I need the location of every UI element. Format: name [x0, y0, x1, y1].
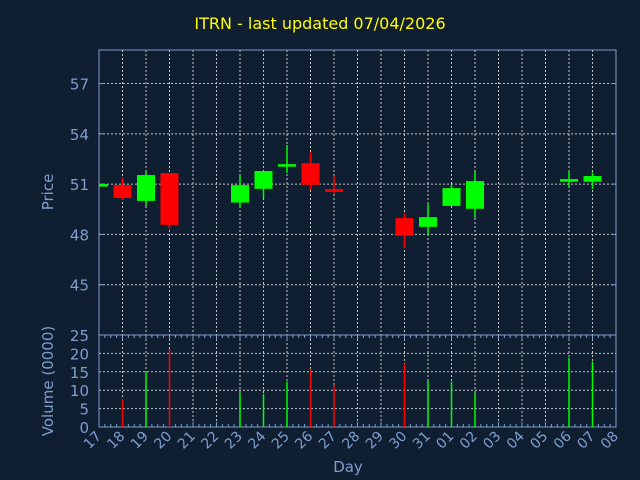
x-tick-label: 08 — [598, 429, 622, 453]
x-tick-label: 24 — [245, 428, 269, 452]
volume-tick-label: 15 — [70, 364, 89, 382]
price-tick-label: 48 — [70, 226, 89, 244]
price-tick-label: 57 — [70, 76, 89, 94]
candle-body — [113, 185, 132, 199]
candle-body — [583, 176, 602, 182]
x-tick-label: 18 — [104, 429, 128, 453]
x-tick-label: 30 — [386, 429, 410, 453]
x-tick-label: 23 — [222, 429, 246, 453]
candle-body — [301, 163, 320, 185]
x-tick-label: 29 — [363, 429, 387, 453]
volume-tick-label: 25 — [70, 327, 89, 345]
candle-body — [466, 181, 484, 209]
x-tick-label: 26 — [292, 428, 316, 452]
x-tick-label: 06 — [551, 428, 575, 452]
x-tick-label: 22 — [198, 429, 222, 453]
x-axis-label: Day — [333, 458, 363, 476]
x-tick-label: 01 — [433, 429, 457, 453]
candle-body — [442, 188, 461, 206]
price-axis-label: Price — [39, 174, 57, 211]
x-tick-label: 31 — [410, 429, 434, 453]
x-tick-label: 21 — [175, 429, 199, 453]
candle-body — [278, 164, 296, 167]
candle-body — [325, 189, 343, 192]
candle-body — [231, 185, 249, 203]
price-tick-label: 51 — [70, 176, 89, 194]
x-tick-label: 28 — [339, 429, 363, 453]
volume-tick-label: 0 — [79, 419, 89, 437]
x-tick-label: 27 — [316, 429, 340, 453]
x-tick-label: 03 — [480, 429, 504, 453]
candle-body — [395, 218, 414, 236]
candle-body — [419, 217, 437, 227]
price-tick-label: 45 — [70, 277, 89, 295]
candle-body — [160, 173, 179, 225]
candle-body — [99, 184, 108, 187]
x-tick-label: 25 — [269, 429, 293, 453]
candle-body — [137, 175, 155, 201]
x-tick-label: 04 — [504, 428, 528, 452]
candle-body — [560, 179, 578, 182]
chart-title: ITRN - last updated 07/04/2026 — [194, 14, 446, 33]
volume-plot-frame — [98, 334, 617, 428]
volume-tick-label: 5 — [79, 401, 89, 419]
x-tick-label: 07 — [574, 429, 598, 453]
x-tick-label: 20 — [151, 429, 175, 453]
volume-axis-label: Volume (0000) — [39, 326, 57, 436]
volume-tick-label: 10 — [70, 382, 89, 400]
x-tick-label: 19 — [128, 429, 152, 453]
price-tick-label: 54 — [70, 126, 89, 144]
x-tick-label: 05 — [527, 429, 551, 453]
candles-group — [99, 145, 602, 248]
candle-body — [254, 171, 273, 189]
x-tick-label: 02 — [457, 429, 481, 453]
volume-tick-label: 20 — [70, 345, 89, 363]
